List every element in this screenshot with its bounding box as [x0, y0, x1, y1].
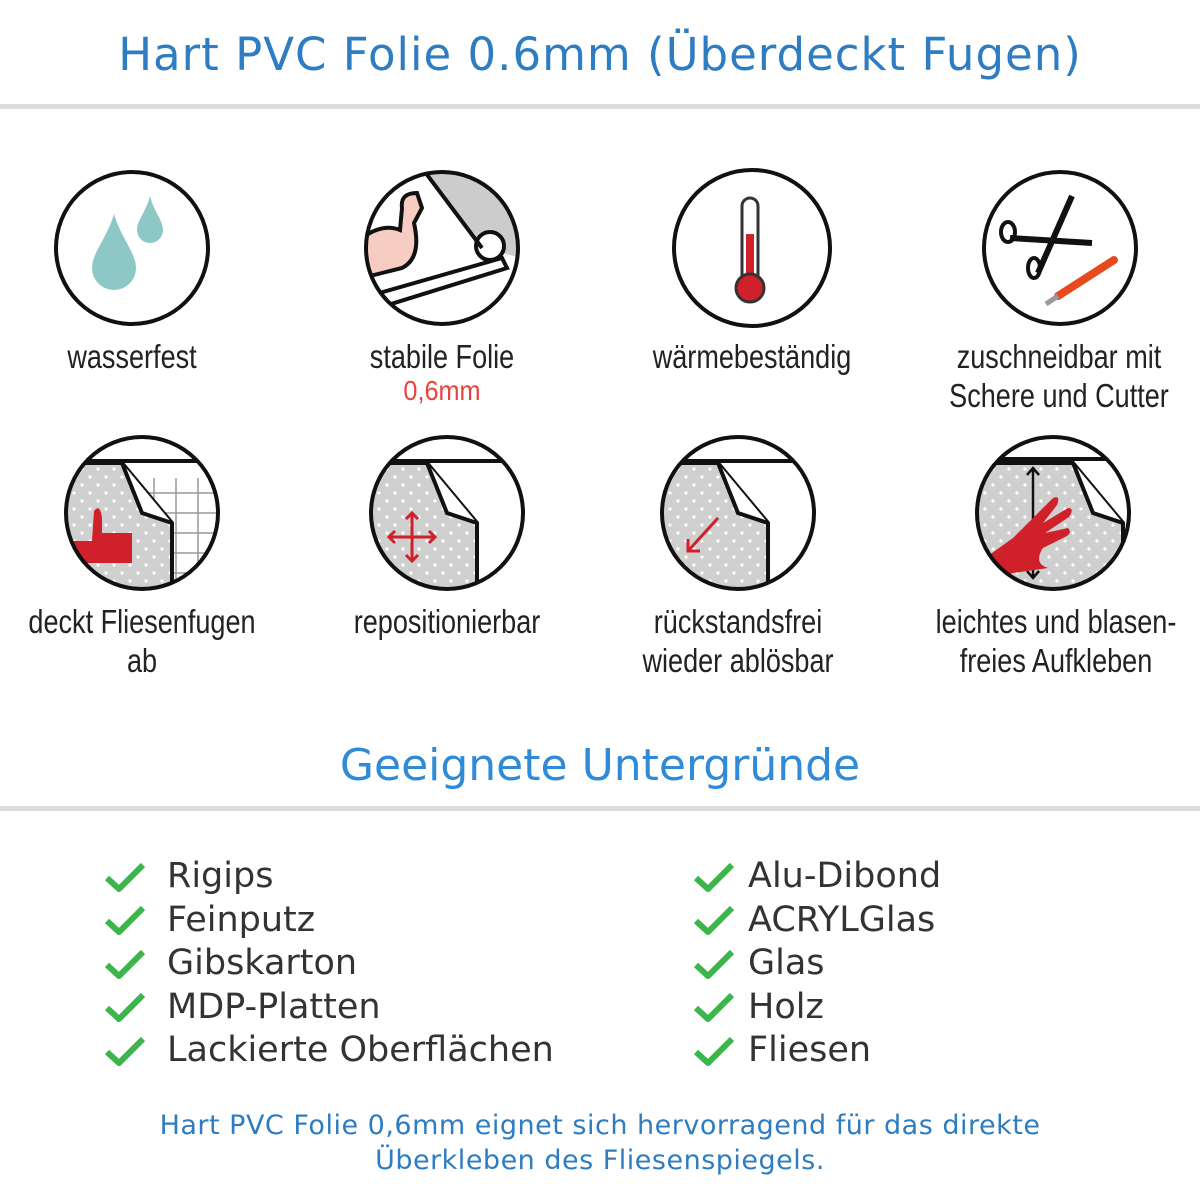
- list-item: Gibskarton: [105, 942, 554, 986]
- peel-arrow-icon: [660, 435, 816, 591]
- feature-label-text: stabile Folie: [369, 338, 515, 375]
- list-item: Feinputz: [105, 899, 554, 943]
- section-title: Geeignete Untergründe: [339, 740, 861, 791]
- list-item-label: MDP-Platten: [167, 986, 381, 1027]
- page-title: Hart PVC Folie 0.6mm (Überdeckt Fugen): [118, 28, 1082, 81]
- check-icon: [105, 1036, 145, 1066]
- feature-label: wärmebeständig: [652, 338, 852, 375]
- hand-smooth-icon: [975, 435, 1131, 591]
- divider: [0, 806, 1200, 811]
- footer-line: Hart PVC Folie 0,6mm eignet sich hervorr…: [159, 1110, 1041, 1141]
- footer-line: Überkleben des Fliesenspiegels.: [375, 1145, 825, 1176]
- footer-note: Hart PVC Folie 0,6mm eignet sich hervorr…: [0, 1108, 1200, 1178]
- strong-arm-icon: [364, 170, 520, 326]
- list-item: Glas: [694, 942, 941, 986]
- check-icon: [105, 949, 145, 979]
- feature-label: leichtes und blasen-freies Aufkleben: [933, 602, 1179, 680]
- feature-label: rückstandsfrei wieder ablösbar: [615, 602, 861, 680]
- feature-label-line: rückstandsfrei: [653, 603, 823, 640]
- list-item-label: Glas: [748, 943, 825, 983]
- check-icon: [105, 905, 145, 935]
- list-item: Rigips: [105, 855, 554, 899]
- check-icon: [105, 862, 145, 892]
- divider: [0, 104, 1200, 109]
- list-item-label: Holz: [748, 986, 824, 1027]
- check-icon: [694, 905, 734, 935]
- move-arrows-icon: [369, 435, 525, 591]
- surfaces-list-right: Alu-Dibond ACRYLGlas Glas Holz Fliesen: [694, 855, 941, 1073]
- list-item: Fliesen: [694, 1029, 941, 1073]
- list-item-label: Lackierte Oberflächen: [167, 1030, 554, 1070]
- list-item: Lackierte Oberflächen: [105, 1029, 554, 1073]
- check-icon: [105, 992, 145, 1022]
- list-item-label: Feinputz: [167, 899, 316, 940]
- feature-sublabel: 0,6mm: [403, 375, 481, 406]
- list-item-label: Rigips: [167, 856, 274, 896]
- check-icon: [694, 949, 734, 979]
- feature-label-line: freies Aufkleben: [959, 642, 1153, 679]
- list-item: Alu-Dibond: [694, 855, 941, 899]
- list-item: ACRYLGlas: [694, 899, 941, 943]
- list-item-label: Gibskarton: [167, 943, 358, 983]
- check-icon: [694, 1036, 734, 1066]
- feature-label: wasserfest: [67, 338, 197, 375]
- feature-label: zuschneidbar mit Schere und Cutter: [936, 337, 1182, 415]
- thumbs-up-tiles-icon: [64, 435, 220, 591]
- feature-label-line: Schere und Cutter: [949, 377, 1169, 414]
- check-icon: [694, 862, 734, 892]
- feature-label-line: leichtes und blasen-: [935, 603, 1177, 640]
- list-item-label: ACRYLGlas: [748, 899, 936, 940]
- list-item: Holz: [694, 986, 941, 1030]
- scissors-cutter-icon: [982, 170, 1138, 326]
- feature-label-line: wieder ablösbar: [642, 642, 834, 679]
- check-icon: [694, 992, 734, 1022]
- surfaces-list-left: Rigips Feinputz Gibskarton MDP-Platten L…: [105, 855, 554, 1073]
- feature-label-line: zuschneidbar mit: [956, 338, 1162, 375]
- list-item: MDP-Platten: [105, 986, 554, 1030]
- thermometer-icon: [672, 168, 832, 328]
- feature-label: repositionierbar: [353, 603, 541, 640]
- feature-label: deckt Fliesenfugen ab: [28, 603, 256, 679]
- list-item-label: Alu-Dibond: [748, 856, 942, 896]
- list-item-label: Fliesen: [748, 1030, 872, 1070]
- water-drops-icon: [54, 170, 210, 326]
- feature-label: stabile Folie 0,6mm: [319, 337, 565, 406]
